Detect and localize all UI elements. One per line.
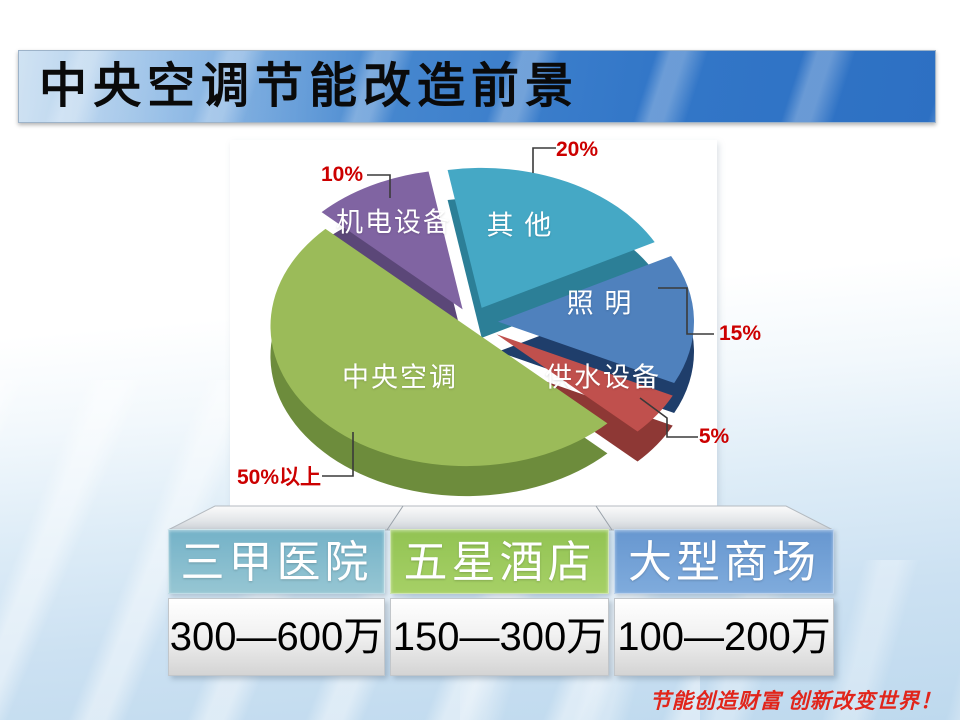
table-value-hospital: 300—600万 [168,598,385,676]
table-value-hotel: 150—300万 [390,598,609,676]
table-3d-top-divider [386,505,404,531]
table-3d-top-divider [595,505,613,531]
title-banner: 中央空调节能改造前景 [18,50,936,123]
pie-chart-panel [230,140,717,506]
footer-slogan: 节能创造财富 创新改变世界！ [649,689,942,713]
page-title: 中央空调节能改造前景 [39,60,580,113]
table-header-hotel: 五星酒店 [390,529,609,594]
pie-percent-label: 15% [718,322,762,345]
table-header-mall: 大型商场 [614,529,834,594]
banner-sky-texture [19,51,935,122]
table-header-hospital: 三甲医院 [168,529,385,594]
table-3d-top-face [167,505,834,531]
table-value-mall: 100—200万 [614,598,834,676]
